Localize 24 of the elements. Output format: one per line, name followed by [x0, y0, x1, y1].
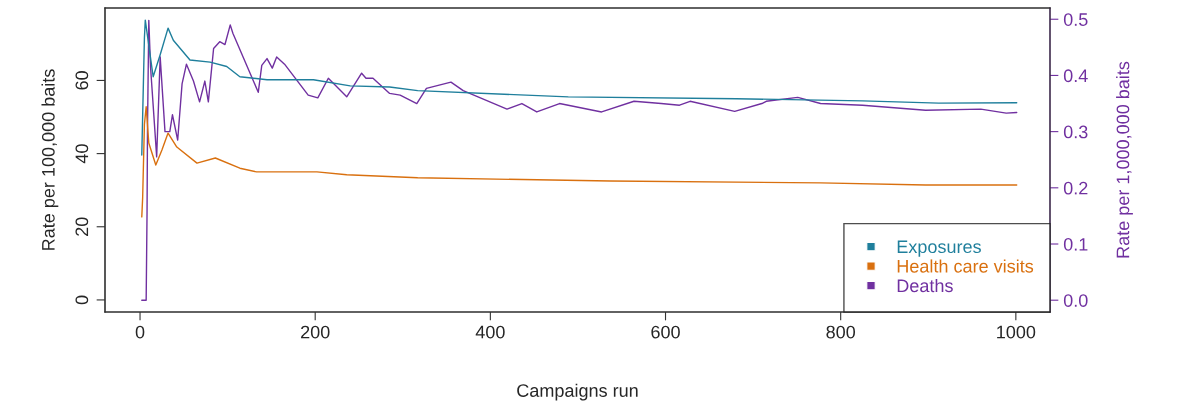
x-tick-label: 400	[475, 325, 505, 339]
y-tick-label: 60	[75, 71, 89, 90]
x-tick-label: 0	[135, 325, 145, 339]
x-axis-title: Campaigns run	[517, 383, 638, 401]
y-tick-label: 40	[75, 144, 89, 164]
y-tick-label: 20	[75, 217, 89, 236]
y2-tick-label: 0.5	[1063, 13, 1088, 26]
legend-label: Exposures	[897, 240, 981, 257]
line-series	[141, 19, 1018, 156]
x-tick-label: 600	[651, 325, 680, 339]
legend-label: Health care visits	[897, 259, 1034, 273]
x-tick-label: 800	[826, 325, 856, 339]
y2-tick-label: 0.4	[1063, 69, 1088, 83]
legend-label: Deaths	[897, 278, 953, 293]
y2-tick-label: 0.3	[1063, 125, 1088, 139]
x-tick-label: 200	[301, 325, 330, 339]
line-series	[141, 106, 1018, 218]
x-tick-label: 1000	[997, 325, 1036, 339]
y2-axis-title: Rate per 1,000,000 baits	[1116, 61, 1133, 258]
y2-tick-label: 0.2	[1063, 181, 1088, 195]
y2-tick-label: 0.0	[1063, 294, 1088, 307]
y2-tick-label: 0.1	[1063, 237, 1088, 251]
y-axis-title: Rate per 100,000 baits	[41, 69, 59, 250]
y-tick-label: 0	[75, 295, 89, 305]
